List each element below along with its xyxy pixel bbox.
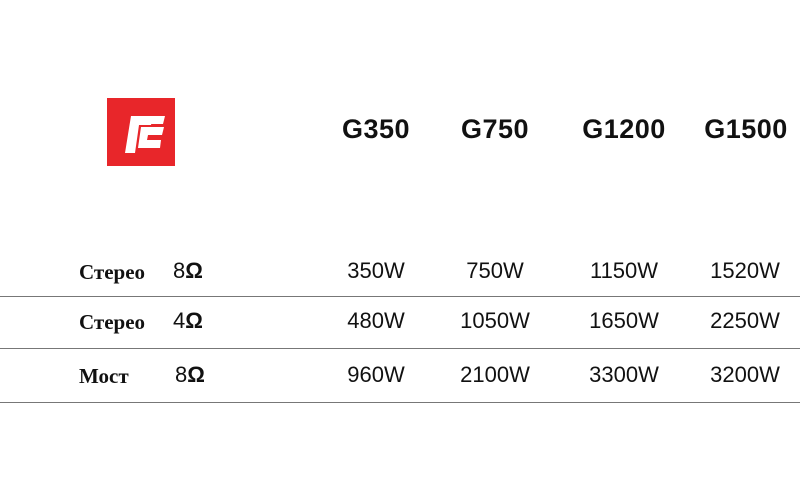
- value-cell: 2250W: [710, 308, 780, 333]
- table-row: Стерео 4Ω 480W 1050W 1650W 2250W: [0, 308, 800, 338]
- impedance-value: 8: [175, 362, 188, 387]
- row-divider: [0, 296, 800, 297]
- brand-logo: [107, 98, 175, 166]
- table-row: Стерео 8Ω 350W 750W 1150W 1520W: [0, 258, 800, 288]
- ohm-unit: Ω: [185, 258, 203, 283]
- row-divider: [0, 348, 800, 349]
- value-cell: 2100W: [460, 362, 530, 387]
- row-impedance: 4Ω: [173, 308, 203, 334]
- table-row: Мост 8Ω 960W 2100W 3300W 3200W: [0, 362, 800, 392]
- value-cell: 750W: [466, 258, 524, 283]
- value-cell: 1150W: [589, 258, 659, 283]
- ohm-unit: Ω: [185, 308, 203, 333]
- ohm-unit: Ω: [187, 362, 205, 387]
- column-header-g750: G750: [460, 114, 530, 144]
- row-mode-label: Стерео: [79, 260, 146, 284]
- row-impedance: 8Ω: [173, 258, 203, 284]
- impedance-value: 4: [173, 308, 186, 333]
- row-mode-label: Стерео: [79, 310, 146, 334]
- row-divider: [0, 402, 800, 403]
- impedance-value: 8: [173, 258, 186, 283]
- value-cell: 1050W: [460, 308, 530, 333]
- value-cell: 3200W: [710, 362, 780, 387]
- value-cell: 1650W: [589, 308, 659, 333]
- value-cell: 3300W: [589, 362, 659, 387]
- row-impedance: 8Ω: [175, 362, 205, 388]
- row-mode-label: Мост: [79, 364, 129, 388]
- value-cell: 350W: [347, 258, 405, 283]
- value-cell: 960W: [347, 362, 405, 387]
- column-header-g1200: G1200: [582, 114, 666, 144]
- value-cell: 480W: [347, 308, 405, 333]
- value-cell: 1520W: [710, 258, 780, 283]
- column-header-g1500: G1500: [704, 114, 788, 144]
- column-header-g350: G350: [341, 114, 411, 144]
